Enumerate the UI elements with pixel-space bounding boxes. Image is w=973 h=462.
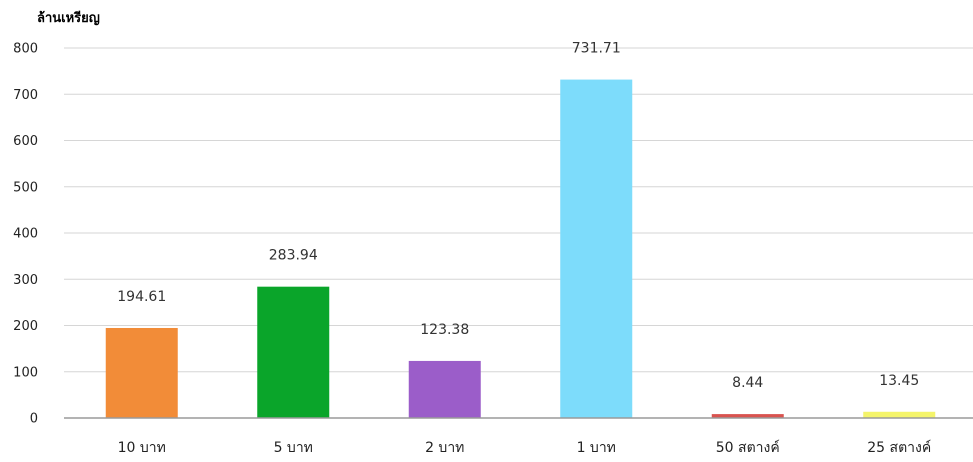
value-labels: 194.61 283.94 123.38 731.71 8.44 13.45: [117, 41, 919, 392]
x-tick-label: 5 บาท: [274, 440, 313, 456]
data-label: 194.61: [117, 289, 166, 305]
x-tick-label: 50 สตางค์: [716, 439, 780, 456]
bars: [105, 79, 936, 419]
gridlines: [64, 47, 973, 373]
y-axis-ticks: 0 100 200 300 400 500 600 700 800: [13, 42, 38, 427]
y-tick-label: 300: [13, 273, 38, 288]
data-label: 123.38: [420, 322, 469, 338]
y-tick-label: 400: [13, 227, 38, 242]
bar: [257, 286, 330, 418]
x-tick-label: 25 สตางค์: [867, 439, 931, 456]
bar: [105, 327, 178, 418]
x-tick-label: 2 บาท: [425, 440, 464, 456]
bar: [711, 414, 784, 418]
x-tick-label: 10 บาท: [118, 440, 166, 456]
data-label: 8.44: [732, 375, 763, 391]
bar: [408, 360, 481, 418]
y-tick-label: 200: [13, 319, 38, 334]
data-label: 731.71: [572, 41, 621, 57]
y-tick-label: 600: [13, 134, 38, 149]
y-tick-label: 100: [13, 365, 38, 380]
data-label: 13.45: [879, 373, 919, 389]
y-axis-label: ล้านเหรียญ: [37, 10, 100, 26]
y-tick-label: 800: [13, 42, 38, 57]
data-label: 283.94: [269, 248, 318, 264]
y-tick-label: 700: [13, 88, 38, 103]
y-tick-label: 500: [13, 180, 38, 195]
category-labels: 10 บาท 5 บาท 2 บาท 1 บาท 50 สตางค์ 25 สตางค์: [118, 439, 932, 456]
bar: [863, 411, 936, 418]
y-tick-label: 0: [30, 412, 38, 427]
bar: [560, 79, 633, 419]
x-tick-label: 1 บาท: [577, 440, 616, 456]
